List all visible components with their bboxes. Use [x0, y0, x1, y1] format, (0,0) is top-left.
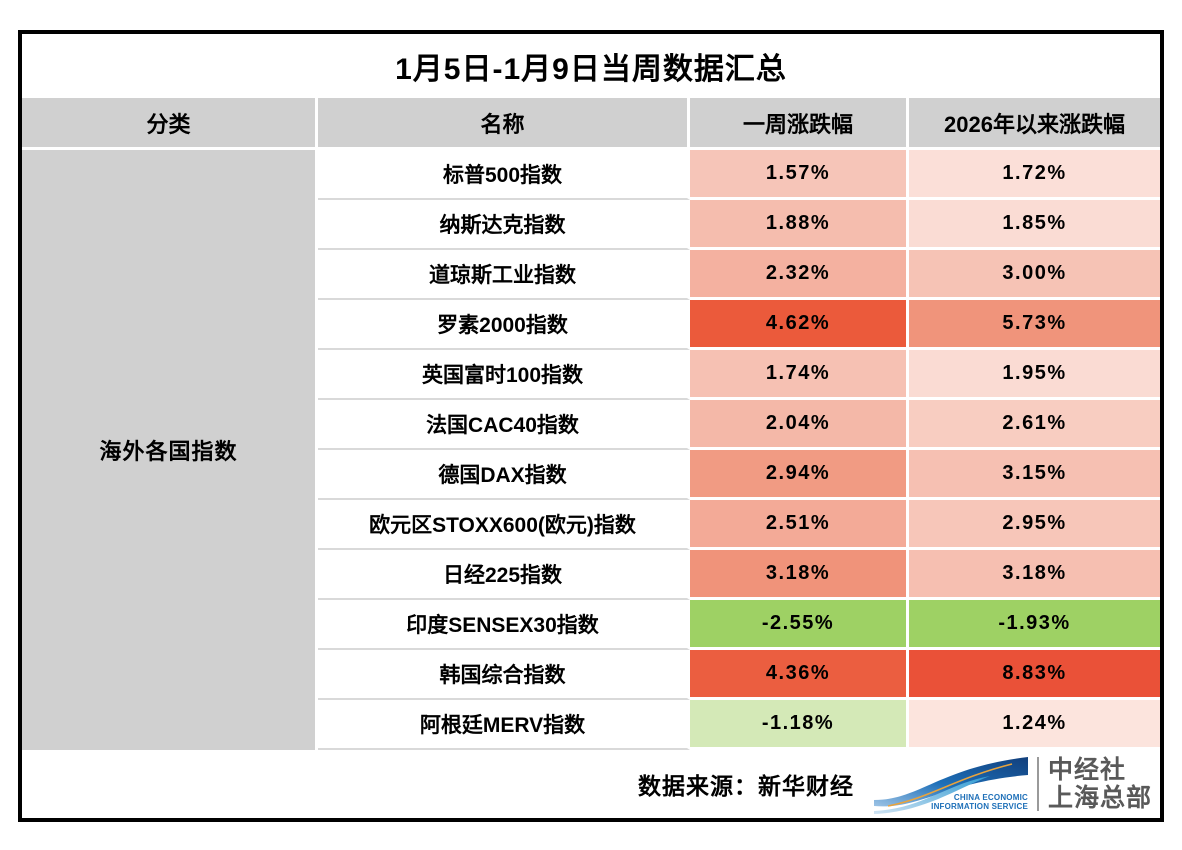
- category-cell: 海外各国指数: [22, 150, 318, 750]
- index-name-cell: 德国DAX指数: [318, 450, 690, 500]
- column-header-category: 分类: [22, 98, 318, 150]
- ytd-change-cell: 2.61%: [909, 400, 1160, 450]
- index-name-cell: 英国富时100指数: [318, 350, 690, 400]
- publisher-logo: CHINA ECONOMIC INFORMATION SERVICE 中经社 上…: [872, 754, 1152, 814]
- column-header-ytd-change: 2026年以来涨跌幅: [909, 98, 1160, 150]
- week-change-cell: 2.94%: [690, 450, 909, 500]
- ytd-change-cell: -1.93%: [909, 600, 1160, 650]
- week-change-cell: 2.32%: [690, 250, 909, 300]
- logo-divider: [1036, 757, 1039, 811]
- ytd-change-cell: 3.15%: [909, 450, 1160, 500]
- week-change-cell: -1.18%: [690, 700, 909, 750]
- week-change-cell: 3.18%: [690, 550, 909, 600]
- ytd-change-cell: 1.95%: [909, 350, 1160, 400]
- week-change-cell: 4.62%: [690, 300, 909, 350]
- week-change-cell: 2.51%: [690, 500, 909, 550]
- data-source-label: 数据来源：新华财经: [637, 773, 854, 799]
- index-name-cell: 标普500指数: [318, 150, 690, 200]
- data-table: 分类 名称 一周涨跌幅 2026年以来涨跌幅 海外各国指数 标普500指数 1.5…: [22, 98, 1160, 750]
- page-title: 1月5日-1月9日当周数据汇总: [395, 53, 787, 86]
- logo-org-name: 中经社 上海总部: [1047, 756, 1152, 812]
- index-name-cell: 纳斯达克指数: [318, 200, 690, 250]
- index-name-cell: 罗素2000指数: [318, 300, 690, 350]
- week-change-cell: -2.55%: [690, 600, 909, 650]
- index-name-cell: 法国CAC40指数: [318, 400, 690, 450]
- week-change-cell: 2.04%: [690, 400, 909, 450]
- index-name-cell: 日经225指数: [318, 550, 690, 600]
- ytd-change-cell: 2.95%: [909, 500, 1160, 550]
- logo-caption: CHINA ECONOMIC INFORMATION SERVICE: [931, 793, 1028, 811]
- footer: 数据来源：新华财经: [22, 750, 1160, 818]
- ytd-change-cell: 1.85%: [909, 200, 1160, 250]
- ytd-change-cell: 3.00%: [909, 250, 1160, 300]
- index-name-cell: 印度SENSEX30指数: [318, 600, 690, 650]
- week-change-cell: 1.88%: [690, 200, 909, 250]
- ytd-change-cell: 1.24%: [909, 700, 1160, 750]
- ytd-change-cell: 1.72%: [909, 150, 1160, 200]
- index-name-cell: 阿根廷MERV指数: [318, 700, 690, 750]
- swoosh-logo-icon: CHINA ECONOMIC INFORMATION SERVICE: [872, 754, 1030, 814]
- week-change-cell: 1.57%: [690, 150, 909, 200]
- index-name-cell: 欧元区STOXX600(欧元)指数: [318, 500, 690, 550]
- ytd-change-cell: 5.73%: [909, 300, 1160, 350]
- ytd-change-cell: 8.83%: [909, 650, 1160, 700]
- column-header-name: 名称: [318, 98, 690, 150]
- index-name-cell: 韩国综合指数: [318, 650, 690, 700]
- report-frame: 1月5日-1月9日当周数据汇总 分类 名称 一周涨跌幅 2026年以来涨跌幅 海…: [18, 30, 1164, 822]
- ytd-change-cell: 3.18%: [909, 550, 1160, 600]
- index-name-cell: 道琼斯工业指数: [318, 250, 690, 300]
- column-header-week-change: 一周涨跌幅: [690, 98, 909, 150]
- week-change-cell: 1.74%: [690, 350, 909, 400]
- week-change-cell: 4.36%: [690, 650, 909, 700]
